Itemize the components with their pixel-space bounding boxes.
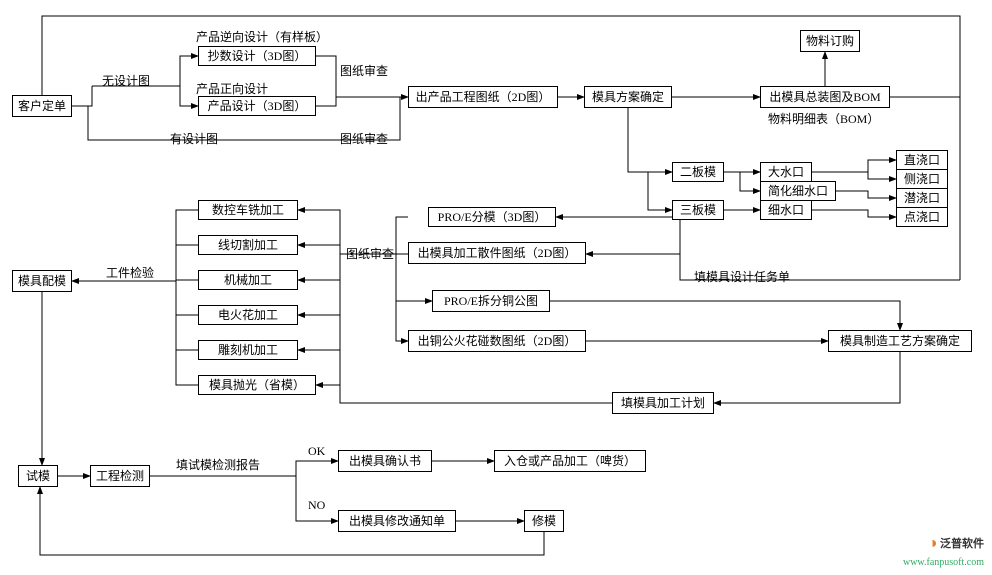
node-n_confirm: 出模具确认书 (338, 450, 432, 472)
edge-4 (316, 97, 408, 106)
node-n_part_drawing: 出模具加工散件图纸（2D图） (408, 242, 586, 264)
edge-13 (724, 172, 760, 191)
node-n_copy_design: 抄数设计（3D图） (198, 46, 316, 66)
node-n_cnc: 数控车铣加工 (198, 200, 298, 220)
node-n_three_plate: 三板模 (672, 200, 724, 220)
label-l_has_design: 有设计图 (170, 130, 218, 147)
node-n_machining: 机械加工 (198, 270, 298, 290)
edge-18 (812, 210, 896, 217)
node-n_simp_fine: 简化细水口 (760, 181, 836, 201)
node-n_mold_plan: 模具方案确定 (584, 86, 672, 108)
label-l_report: 填试模检测报告 (176, 456, 260, 473)
label-l_drawing_review3: 图纸审查 (346, 245, 394, 262)
node-n_out_prod_drawing: 出产品工程图纸（2D图） (408, 86, 558, 108)
edge-28 (298, 245, 340, 280)
node-n_point_gate: 点浇口 (896, 207, 948, 227)
edge-27 (298, 210, 340, 245)
edge-41 (714, 352, 900, 403)
node-n_trial: 试模 (18, 465, 58, 487)
label-l_drawing_review1: 图纸审查 (340, 62, 388, 79)
edge-25 (396, 301, 408, 341)
node-n_sub_gate: 潜浇口 (896, 188, 948, 208)
node-n_big_gate: 大水口 (760, 162, 812, 182)
node-n_prod_design: 产品设计（3D图） (198, 96, 316, 116)
label-l_rev_design: 产品逆向设计（有样板） (196, 28, 328, 45)
edge-0 (72, 86, 92, 106)
edge-42 (340, 385, 612, 403)
label-l_drawing_review2: 图纸审查 (340, 130, 388, 147)
node-n_edm: 电火花加工 (198, 305, 298, 325)
edge-2 (92, 86, 198, 106)
label-l_no_design: 无设计图 (102, 72, 150, 89)
label-l_fwd_design: 产品正向设计 (196, 80, 268, 97)
node-n_process_plan: 模具制造工艺方案确定 (828, 330, 972, 352)
node-n_two_plate: 二板模 (672, 162, 724, 182)
node-n_wirecut: 线切割加工 (198, 235, 298, 255)
label-l_task_fill: 填模具设计任务单 (694, 268, 790, 285)
edge-23 (396, 217, 408, 254)
node-n_modify_notice: 出模具修改通知单 (338, 510, 456, 532)
label-l_bom_detail: 物料明细表（BOM） (768, 110, 879, 127)
logo-icon: ◑ (928, 535, 938, 552)
node-n_proe_split: PRO/E分模（3D图） (428, 207, 556, 227)
edge-32 (176, 210, 198, 281)
edge-50 (42, 16, 960, 97)
edge-39 (550, 301, 900, 330)
brand-text: 泛普软件 (940, 538, 984, 550)
node-n_side_gate: 侧浇口 (896, 169, 948, 189)
label-l_ok: OK (308, 444, 325, 459)
node-n_direct_gate: 直浇口 (896, 150, 948, 170)
node-n_engrave: 雕刻机加工 (198, 340, 298, 360)
edge-30 (298, 315, 340, 350)
node-n_plan_fill: 填模具加工计划 (612, 392, 714, 414)
brand-url: www.fanpusoft.com (903, 557, 984, 568)
watermark: ◑ 泛普软件 www.fanpusoft.com (903, 534, 984, 569)
edge-3 (316, 56, 336, 97)
edge-15 (812, 160, 896, 172)
node-n_mold_assy: 模具配模 (12, 270, 72, 292)
node-n_warehouse: 入仓或产品加工（啤货） (494, 450, 646, 472)
node-n_customer_order: 客户定单 (12, 95, 72, 117)
edge-29 (298, 280, 340, 315)
edge-16 (868, 172, 896, 179)
node-n_fine_gate: 细水口 (760, 200, 812, 220)
edge-31 (316, 350, 340, 385)
node-n_asm_bom: 出模具总装图及BOM (760, 86, 890, 108)
node-n_proe_electrode: PRO/E拆分铜公图 (432, 290, 550, 312)
node-n_repair: 修模 (524, 510, 564, 532)
edge-9 (628, 108, 648, 172)
node-n_edm_drawing: 出铜公火花碰数图纸（2D图） (408, 330, 586, 352)
label-l_no: NO (308, 498, 325, 513)
node-n_material_order: 物料订购 (800, 30, 860, 52)
edge-11 (648, 172, 672, 210)
node-n_eng_test: 工程检测 (90, 465, 150, 487)
edge-17 (836, 191, 896, 198)
node-n_polish: 模具抛光（省模） (198, 375, 316, 395)
edge-49 (40, 487, 544, 555)
edge-37 (176, 281, 198, 385)
label-l_part_inspect: 工件检验 (106, 264, 154, 281)
